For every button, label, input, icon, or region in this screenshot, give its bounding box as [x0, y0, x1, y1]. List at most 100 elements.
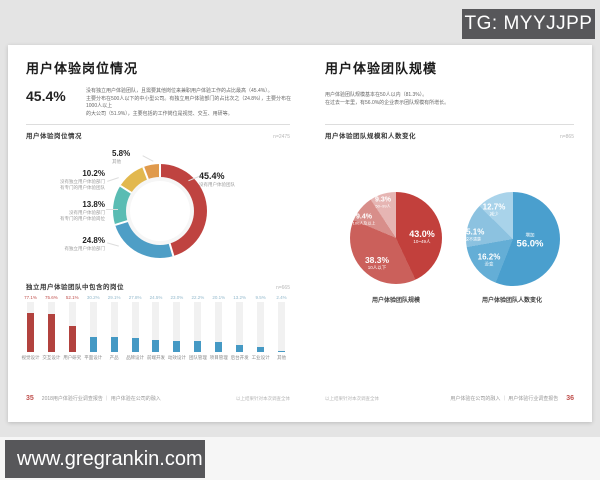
- intro-line: 在过去一年里，有56.0%的企业表示团队规模有所增长。: [325, 100, 450, 106]
- bar-fill: [68, 325, 76, 352]
- bar-track: [173, 302, 181, 352]
- intro-line: 的大公司（51.9%），主要包括的工作岗位是视觉、交互、用研等。: [86, 110, 233, 117]
- slice-text: 没变: [484, 261, 494, 267]
- bar-category-label: 后台开发: [230, 355, 249, 360]
- pie-slice-label: 9.4% 100人及以上: [353, 214, 376, 227]
- bar-fill: [47, 314, 55, 352]
- slice-pct: 16.2%: [477, 252, 501, 262]
- bar-value-label: 20.1%: [212, 295, 226, 300]
- donut-label-pct: 45.4%: [199, 171, 225, 181]
- page-footer: 35 2018用户体验行业调查报告 ｜ 用户体验在公司的融入 以上结果针对本次调…: [26, 395, 290, 402]
- footer-note: 以上结果针对本次调查全体: [325, 396, 379, 401]
- bar-track: [194, 302, 202, 352]
- slice-pct: 43.0%: [409, 229, 435, 239]
- bar-column: 24.5% 前端开发: [146, 295, 167, 371]
- bar-fill: [194, 340, 202, 352]
- pie-slice-label: 15.1% 说不清楚: [462, 228, 485, 243]
- sample-size-label: n=2475: [273, 134, 290, 140]
- bar-column: 13.2% 后台开发: [229, 295, 250, 371]
- bar-category-label: 动效设计: [167, 355, 186, 360]
- bar-category-label: 前端开发: [146, 355, 165, 360]
- bar-track: [236, 302, 244, 352]
- donut-label-text: 没有用户体验部门 有专门的用户体验岗位: [60, 210, 105, 221]
- website-watermark-badge: www.gregrankin.com: [5, 440, 205, 478]
- slice-pct: 12.7%: [482, 202, 506, 212]
- slice-pct: 56.0%: [516, 238, 544, 250]
- pie-slice-label: 12.7% 减少: [483, 203, 506, 218]
- headline-stat: 45.4%: [26, 88, 66, 104]
- bar-chart: 77.1% 视觉设计 75.6% 交互设计 52.1% 用户研究 30.2% 平面设计 29.1…: [20, 295, 292, 371]
- slice-text: 增加: [525, 232, 535, 238]
- page-title: 用户体验团队规模: [325, 61, 438, 76]
- section-divider: [325, 124, 574, 125]
- donut-label-text: 其他: [112, 159, 121, 164]
- bar-column: 77.1% 视觉设计: [20, 295, 41, 371]
- leader-line: [107, 177, 119, 182]
- donut-label-pct: 5.8%: [112, 149, 131, 158]
- report-spread: 用户体验岗位情况 45.4% 没有独立用户体验团队，且需要其他岗位来兼职用户体验…: [8, 45, 592, 422]
- pie-slice-label: 增加 56.0%: [517, 233, 544, 250]
- headcount-change-pie-chart: [466, 192, 560, 286]
- bar-column: 52.1% 用户研究: [62, 295, 83, 371]
- section-heading: 用户体验岗位情况: [26, 133, 82, 140]
- donut-label-text: 没有独立用户体验部门 有专门的用户体验团队: [60, 179, 105, 190]
- team-size-pie-chart: [350, 192, 442, 284]
- footer-note: 以上结果针对本次调查全体: [236, 396, 290, 401]
- bar-fill: [236, 345, 244, 352]
- slice-text: 100人及以上: [352, 220, 376, 226]
- bar-column: 22.2% 团队管理: [187, 295, 208, 371]
- intro-line: 主要分布在500人以下的中小型公司。有独立用户体验部门的占比次之（24.8%），…: [86, 95, 292, 110]
- page-number: 35: [26, 395, 34, 402]
- bar-track: [68, 302, 76, 352]
- bar-column: 29.1% 产品: [104, 295, 125, 371]
- bar-track: [110, 302, 118, 352]
- intro-line: 没有独立用户体验团队，且需要其他岗位来兼职用户体验工作的占比最高（45.4%）。: [86, 88, 273, 94]
- telegram-watermark-badge: TG: MYYJJPP: [462, 9, 595, 39]
- bar-fill: [89, 336, 97, 352]
- bar-column: 75.6% 交互设计: [41, 295, 62, 371]
- bar-track: [152, 302, 160, 352]
- donut-label-text: 有独立用户体验部门: [64, 246, 106, 251]
- section-divider: [26, 124, 290, 125]
- bar-section-header: 独立用户体验团队中包含的岗位 n=665: [26, 281, 290, 291]
- intro-line: 用户体验团队规模基本在50人以内（81.3%）。: [325, 92, 428, 98]
- bar-category-label: 视觉设计: [21, 355, 40, 360]
- pies-section-header: 用户体验团队规模和人数变化 n=865: [325, 130, 574, 140]
- bar-column: 9.5% 工业设计: [250, 295, 271, 371]
- slice-text: 10人以下: [367, 265, 387, 270]
- bar-column: 23.0% 动效设计: [166, 295, 187, 371]
- bar-value-label: 27.8%: [128, 295, 142, 300]
- bar-track: [26, 302, 34, 352]
- bar-track: [89, 302, 97, 352]
- page-title: 用户体验岗位情况: [26, 61, 139, 76]
- bar-value-label: 77.1%: [24, 295, 37, 300]
- bar-track: [215, 302, 223, 352]
- pie-slice-label: 43.0% 10~49人: [409, 229, 435, 245]
- bar-fill: [110, 337, 118, 352]
- bar-fill: [278, 350, 286, 352]
- donut-label-dedicated-post: 13.8% 没有用户体验部门 有专门的用户体验岗位: [60, 200, 105, 222]
- sample-size-label: n=865: [559, 134, 574, 140]
- bar-value-label: 52.1%: [65, 295, 79, 300]
- bar-category-label: 平面设计: [84, 355, 103, 360]
- bar-column: 30.2% 平面设计: [83, 295, 104, 371]
- bar-value-label: 24.5%: [149, 295, 163, 300]
- slice-pct: 38.3%: [364, 255, 390, 265]
- slice-pct: 9.3%: [375, 196, 391, 204]
- sample-size-label: n=665: [275, 285, 290, 291]
- bar-column: 20.1% 项目管理: [208, 295, 229, 371]
- bar-category-label: 用户研究: [63, 355, 82, 360]
- page-footer: 以上结果针对本次调查全体 用户体验在公司的融入 ｜ 用户体验行业调查报告 36: [325, 395, 574, 402]
- bar-track: [278, 302, 286, 352]
- bar-value-label: 75.6%: [45, 295, 58, 300]
- bar-value-label: 2.4%: [276, 295, 287, 300]
- bar-fill: [152, 339, 160, 352]
- bar-column: 27.8% 品牌设计: [125, 295, 146, 371]
- footer-report-title: 用户体验在公司的融入 ｜ 用户体验行业调查报告: [450, 396, 559, 402]
- slice-text: 减少: [489, 211, 499, 217]
- bar-value-label: 29.1%: [107, 295, 121, 300]
- bar-track: [257, 302, 265, 352]
- slice-pct: 15.1%: [461, 227, 485, 237]
- donut-hole: [126, 177, 194, 245]
- bar-category-label: 团队管理: [188, 355, 207, 360]
